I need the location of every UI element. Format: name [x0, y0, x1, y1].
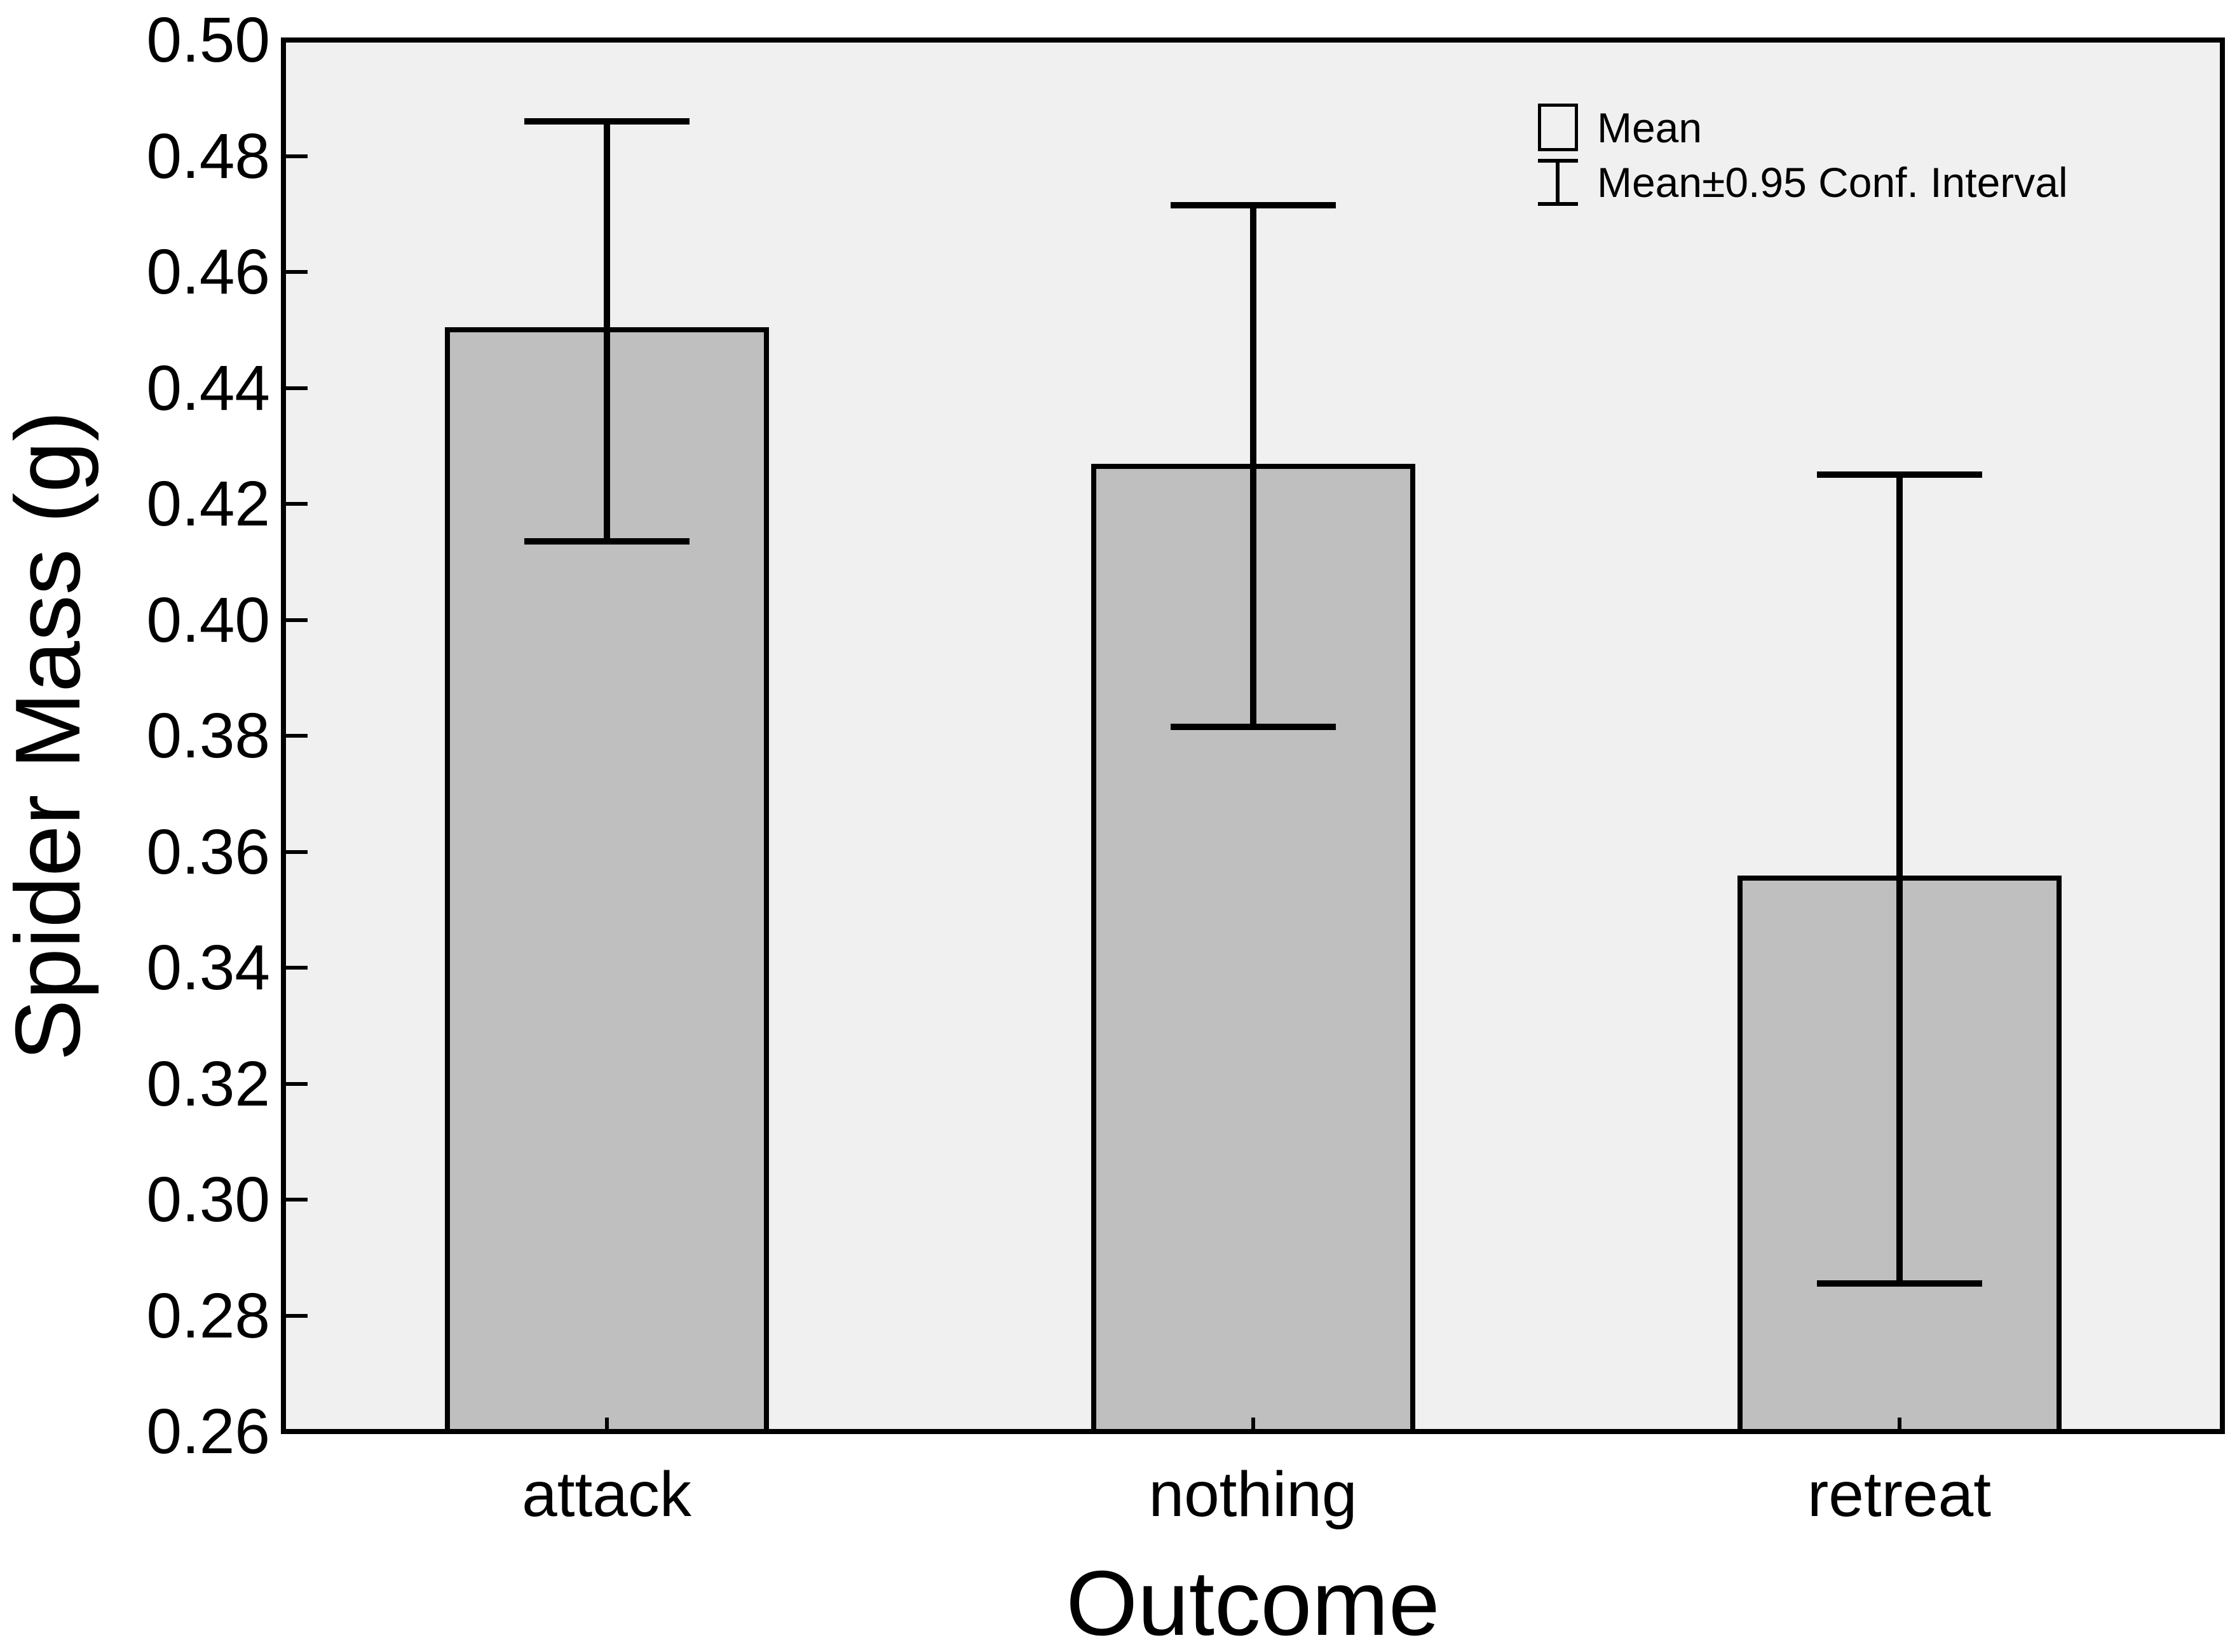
- y-tick-mark: [283, 966, 308, 970]
- legend-row-mean: Mean: [1538, 104, 1702, 151]
- x-axis-title: Outcome: [1066, 1552, 1440, 1652]
- y-tick-mark: [283, 850, 308, 854]
- x-tick-mark-nothing: [1251, 1418, 1255, 1432]
- y-tick-mark: [283, 386, 308, 390]
- error-bar-cap-high-attack: [524, 118, 690, 125]
- y-tick-label: 0.38: [146, 700, 270, 771]
- y-tick-mark: [283, 502, 308, 506]
- y-tick-label: 0.40: [146, 584, 270, 656]
- error-bar-cap-low-nothing: [1170, 724, 1336, 731]
- y-tick-label: 0.46: [146, 236, 270, 308]
- error-bar-line-nothing: [1249, 205, 1256, 728]
- y-tick-label: 0.42: [146, 468, 270, 539]
- legend-ci-label: Mean±0.95 Conf. Interval: [1597, 159, 2068, 206]
- legend-mean-swatch-icon: [1538, 104, 1578, 151]
- error-bar-cap-high-retreat: [1816, 471, 1982, 478]
- y-tick-label: 0.28: [146, 1280, 270, 1351]
- legend-mean-label: Mean: [1597, 104, 1703, 151]
- error-bar-cap-high-nothing: [1170, 202, 1336, 209]
- category-label-attack: attack: [522, 1459, 691, 1530]
- y-tick-label: 0.30: [146, 1164, 270, 1235]
- y-tick-mark: [283, 1313, 308, 1318]
- y-tick-mark: [283, 1198, 308, 1202]
- y-tick-label: 0.44: [146, 352, 270, 424]
- legend-row-ci: Mean±0.95 Conf. Interval: [1538, 159, 2068, 206]
- error-bar-line-retreat: [1896, 475, 1903, 1284]
- y-tick-mark: [283, 734, 308, 738]
- x-tick-mark-attack: [604, 1418, 609, 1432]
- error-bar-cap-low-retreat: [1816, 1280, 1982, 1287]
- y-tick-label: 0.36: [146, 816, 270, 888]
- y-tick-mark: [283, 618, 308, 622]
- x-tick-mark-retreat: [1897, 1418, 1901, 1432]
- y-tick-label: 0.34: [146, 932, 270, 1003]
- y-tick-mark: [283, 270, 308, 274]
- y-tick-mark: [283, 154, 308, 158]
- y-axis-title: Spider Mass (g): [0, 410, 99, 1061]
- error-bar-cap-low-attack: [524, 538, 690, 545]
- category-label-nothing: nothing: [1148, 1459, 1357, 1530]
- y-tick-label: 0.26: [146, 1396, 270, 1467]
- legend-error-bar-icon: [1538, 159, 1578, 206]
- y-tick-label: 0.32: [146, 1048, 270, 1120]
- error-bar-line-attack: [603, 121, 610, 542]
- y-tick-label: 0.48: [146, 120, 270, 192]
- category-label-retreat: retreat: [1807, 1459, 1991, 1530]
- y-tick-mark: [283, 1081, 308, 1086]
- y-tick-label: 0.50: [146, 4, 270, 76]
